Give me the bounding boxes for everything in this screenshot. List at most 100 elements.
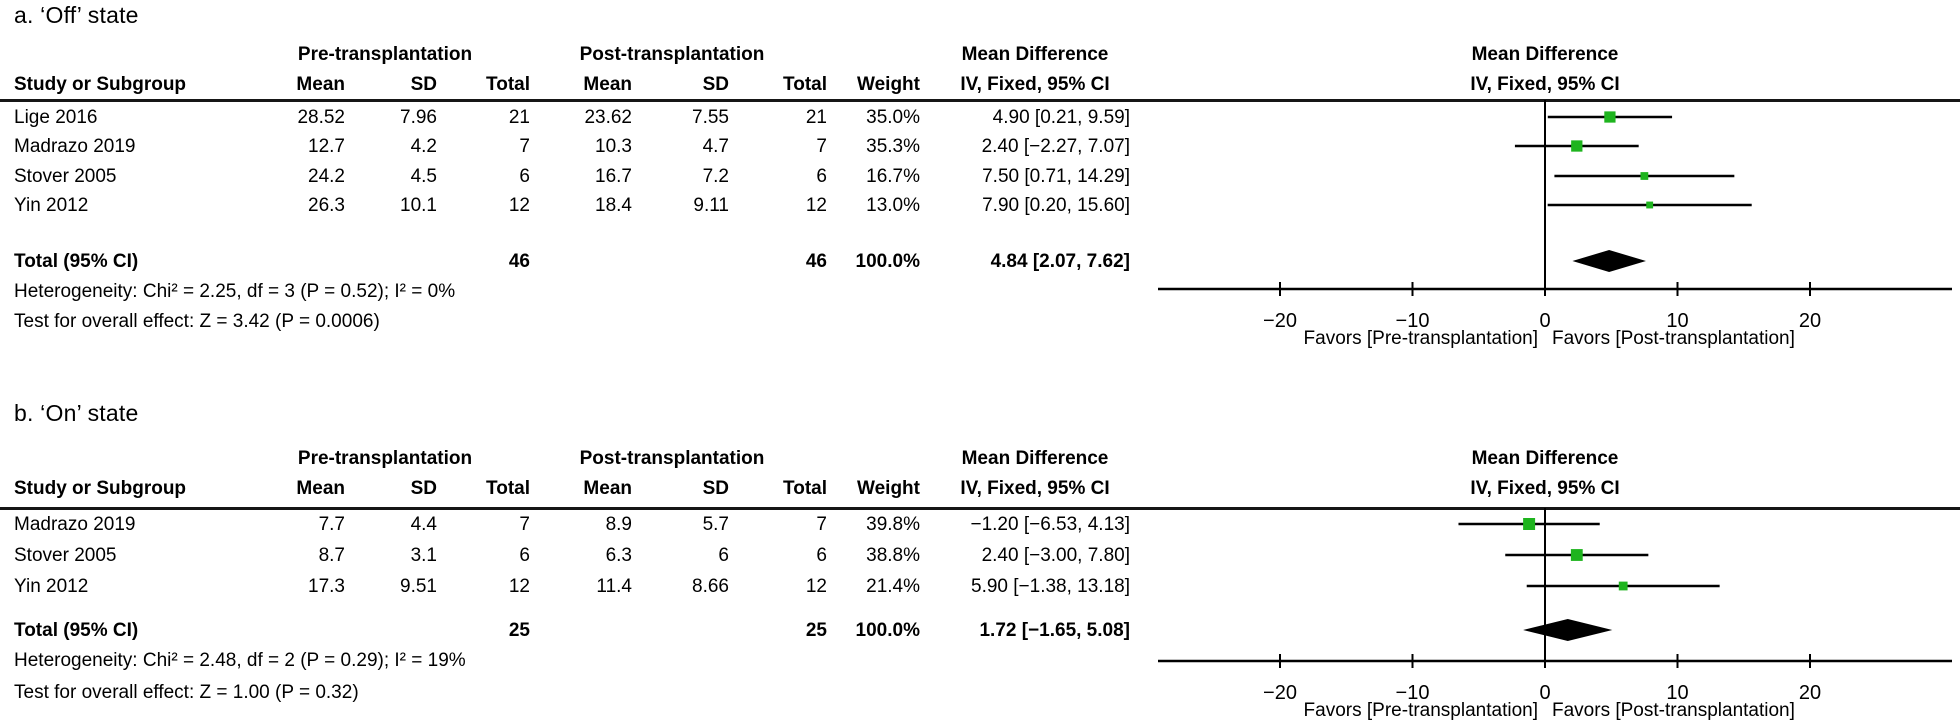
pre-transplantation-group-header: Pre-transplantation bbox=[297, 448, 473, 469]
post-total-header: Total bbox=[783, 74, 827, 95]
cell-study: Yin 2012 bbox=[14, 195, 89, 216]
cell-post-mean: 8.9 bbox=[605, 514, 632, 535]
cell-post-total: 12 bbox=[805, 576, 827, 597]
cell-study: Yin 2012 bbox=[14, 576, 89, 597]
pre-transplantation-group-header: Pre-transplantation bbox=[297, 44, 473, 65]
cell-weight: 13.0% bbox=[866, 195, 920, 216]
cell-post-total: 7 bbox=[816, 514, 827, 535]
pre-mean-header: Mean bbox=[296, 74, 345, 95]
cell-pre-sd: 4.4 bbox=[410, 514, 437, 535]
cell-pre-sd: 3.1 bbox=[410, 545, 437, 566]
mean-difference-plot-header: Mean Difference bbox=[1471, 44, 1619, 65]
total-pre-n: 25 bbox=[508, 620, 530, 641]
total-diamond bbox=[1572, 250, 1646, 272]
mean-difference-column-header: Mean Difference bbox=[961, 448, 1109, 469]
pre-total-header: Total bbox=[486, 478, 530, 499]
cell-pre-total: 12 bbox=[508, 195, 530, 216]
cell-study: Lige 2016 bbox=[14, 107, 98, 128]
cell-post-mean: 11.4 bbox=[596, 576, 632, 597]
cell-post-sd: 7.55 bbox=[692, 107, 729, 128]
axis-tick-label: 0 bbox=[1539, 682, 1550, 704]
cell-study: Stover 2005 bbox=[14, 545, 117, 566]
cell-post-mean: 6.3 bbox=[605, 545, 632, 566]
total-row-label: Total (95% CI) bbox=[14, 620, 139, 641]
cell-pre-total: 12 bbox=[508, 576, 530, 597]
cell-pre-mean: 28.52 bbox=[297, 107, 345, 128]
total-post-n: 46 bbox=[805, 251, 827, 272]
cell-ci-text: 7.90 [0.20, 15.60] bbox=[982, 195, 1130, 216]
cell-ci-text: 5.90 [−1.38, 13.18] bbox=[971, 576, 1130, 597]
cell-pre-total: 6 bbox=[519, 545, 530, 566]
pre-total-header: Total bbox=[486, 74, 530, 95]
cell-pre-mean: 24.2 bbox=[308, 166, 345, 187]
cell-pre-total: 7 bbox=[519, 514, 530, 535]
cell-pre-total: 21 bbox=[508, 107, 530, 128]
cell-post-sd: 4.7 bbox=[702, 136, 729, 157]
cell-pre-mean: 17.3 bbox=[308, 576, 345, 597]
panel-title: a. ‘Off’ state bbox=[14, 2, 139, 28]
post-mean-header: Mean bbox=[583, 478, 632, 499]
panel-on-state: b. ‘On’ state Pre-transplantation Post-t… bbox=[0, 360, 1960, 720]
cell-post-total: 21 bbox=[805, 107, 827, 128]
total-ci-text: 4.84 [2.07, 7.62] bbox=[990, 251, 1130, 272]
total-weight: 100.0% bbox=[855, 620, 920, 641]
cell-post-sd: 9.11 bbox=[693, 195, 729, 216]
cell-study: Stover 2005 bbox=[14, 166, 117, 187]
post-transplantation-group-header: Post-transplantation bbox=[579, 448, 765, 469]
cell-weight: 21.4% bbox=[866, 576, 920, 597]
cell-study: Madrazo 2019 bbox=[14, 136, 136, 157]
cell-post-total: 7 bbox=[816, 136, 827, 157]
total-weight: 100.0% bbox=[855, 251, 920, 272]
cell-ci-text: 2.40 [−3.00, 7.80] bbox=[981, 545, 1130, 566]
favors-left-label: Favors [Pre-transplantation] bbox=[1303, 700, 1538, 720]
cell-weight: 38.8% bbox=[866, 545, 920, 566]
panel-off-state: a. ‘Off’ state Pre-transplantation Post-… bbox=[0, 2, 1960, 349]
ci-column-header: IV, Fixed, 95% CI bbox=[960, 478, 1110, 499]
favors-right-label: Favors [Post-transplantation] bbox=[1552, 700, 1795, 720]
axis-tick-label: −10 bbox=[1396, 310, 1430, 332]
cell-ci-text: 4.90 [0.21, 9.59] bbox=[992, 107, 1130, 128]
cell-weight: 35.0% bbox=[866, 107, 920, 128]
axis-tick-label: 20 bbox=[1799, 682, 1821, 704]
pre-sd-header: SD bbox=[410, 74, 437, 95]
cell-pre-sd: 9.51 bbox=[400, 576, 437, 597]
study-column-header: Study or Subgroup bbox=[14, 478, 187, 499]
cell-weight: 16.7% bbox=[866, 166, 920, 187]
cell-post-sd: 8.66 bbox=[692, 576, 729, 597]
cell-post-total: 12 bbox=[805, 195, 827, 216]
total-row-label: Total (95% CI) bbox=[14, 251, 139, 272]
axis-tick-label: 10 bbox=[1666, 682, 1688, 704]
ci-column-header: IV, Fixed, 95% CI bbox=[960, 74, 1110, 95]
cell-post-mean: 23.62 bbox=[584, 107, 632, 128]
axis-tick-label: 10 bbox=[1666, 310, 1688, 332]
total-post-n: 25 bbox=[805, 620, 827, 641]
cell-weight: 35.3% bbox=[866, 136, 920, 157]
cell-pre-mean: 26.3 bbox=[308, 195, 345, 216]
mean-difference-column-header: Mean Difference bbox=[961, 44, 1109, 65]
effect-square bbox=[1571, 140, 1583, 152]
axis-tick-label: −20 bbox=[1263, 310, 1297, 332]
effect-square bbox=[1604, 111, 1616, 123]
heterogeneity-text: Heterogeneity: Chi² = 2.25, df = 3 (P = … bbox=[14, 281, 456, 302]
cell-post-mean: 10.3 bbox=[595, 136, 632, 157]
cell-pre-sd: 10.1 bbox=[400, 195, 437, 216]
post-transplantation-group-header: Post-transplantation bbox=[579, 44, 765, 65]
forest-plot-b: −20 −10 0 10 20 bbox=[1158, 508, 1952, 704]
pre-mean-header: Mean bbox=[296, 478, 345, 499]
cell-ci-text: −1.20 [−6.53, 4.13] bbox=[970, 514, 1130, 535]
effect-square bbox=[1523, 518, 1536, 530]
favors-left-label: Favors [Pre-transplantation] bbox=[1303, 328, 1538, 349]
cell-pre-total: 7 bbox=[519, 136, 530, 157]
overall-effect-text: Test for overall effect: Z = 3.42 (P = 0… bbox=[14, 311, 380, 332]
total-pre-n: 46 bbox=[508, 251, 530, 272]
weight-header: Weight bbox=[857, 74, 920, 95]
effect-square bbox=[1640, 172, 1649, 180]
pre-sd-header: SD bbox=[410, 478, 437, 499]
cell-pre-sd: 4.2 bbox=[410, 136, 437, 157]
mean-difference-plot-header: Mean Difference bbox=[1471, 448, 1619, 469]
cell-pre-mean: 12.7 bbox=[308, 136, 345, 157]
axis-tick-label: 0 bbox=[1539, 310, 1550, 332]
cell-post-total: 6 bbox=[816, 166, 827, 187]
study-column-header: Study or Subgroup bbox=[14, 74, 187, 95]
